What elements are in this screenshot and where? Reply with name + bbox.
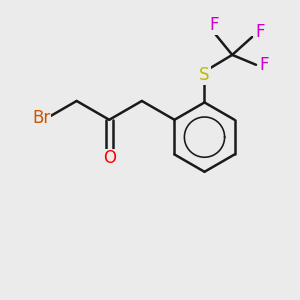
Text: F: F: [259, 56, 269, 74]
Text: F: F: [210, 16, 219, 34]
Text: S: S: [199, 66, 210, 84]
Text: F: F: [255, 23, 265, 41]
Text: Br: Br: [32, 109, 51, 127]
Text: O: O: [103, 149, 116, 167]
